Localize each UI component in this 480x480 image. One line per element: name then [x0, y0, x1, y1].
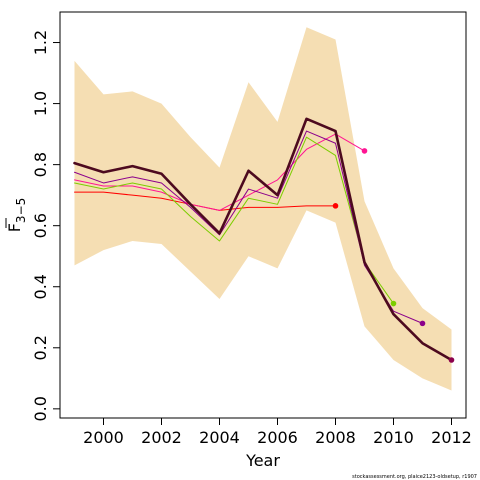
y-axis-title-main: F — [5, 223, 24, 232]
y-axis-title: F3−5 — [5, 198, 28, 233]
footer-note: stockassessment.org, plaice2123-oldsetup… — [352, 474, 477, 480]
series-line-3 — [74, 136, 394, 305]
x-axis-title: Year — [245, 451, 280, 470]
y-tick-label-3: 0.6 — [31, 213, 50, 238]
y-tick-label-5: 1.0 — [31, 91, 50, 116]
y-tick-label-6: 1.2 — [31, 30, 50, 55]
series-layer — [73, 117, 453, 362]
series-line-2 — [74, 133, 365, 211]
y-axis-title-subscript: 3−5 — [14, 198, 28, 223]
y-tick-label-4: 0.8 — [31, 152, 50, 177]
endpoint-marker-3 — [390, 300, 397, 307]
x-tick-label-2012: 2012 — [431, 428, 472, 447]
svg-text:F3−5: F3−5 — [5, 198, 28, 233]
y-tick-label-2: 0.4 — [31, 274, 50, 299]
endpoint-marker-4 — [419, 320, 426, 327]
endpoint-marker-1 — [332, 203, 339, 209]
confidence-band — [74, 27, 452, 391]
x-tick-label-2008: 2008 — [315, 428, 356, 447]
y-axis: 0.0 0.2 0.4 0.6 0.8 1.0 1.2 — [31, 30, 60, 422]
endpoint-marker-2 — [361, 148, 368, 154]
y-tick-label-0: 0.0 — [31, 396, 50, 421]
y-tick-label-1: 0.2 — [31, 335, 50, 360]
x-tick-label-2002: 2002 — [141, 428, 182, 447]
x-tick-label-2004: 2004 — [199, 428, 240, 447]
x-tick-label-2010: 2010 — [373, 428, 414, 447]
series-line-4 — [74, 130, 423, 324]
x-axis: 2000 2002 2004 2006 2008 2010 2012 — [83, 418, 472, 447]
confidence-band-layer — [74, 27, 452, 391]
endpoint-marker-5 — [448, 357, 455, 363]
plot-frame — [59, 11, 467, 419]
x-tick-label-2000: 2000 — [83, 428, 124, 447]
endpoint-markers-layer — [332, 148, 455, 363]
series-line-5 — [73, 117, 453, 362]
x-tick-label-2006: 2006 — [257, 428, 298, 447]
